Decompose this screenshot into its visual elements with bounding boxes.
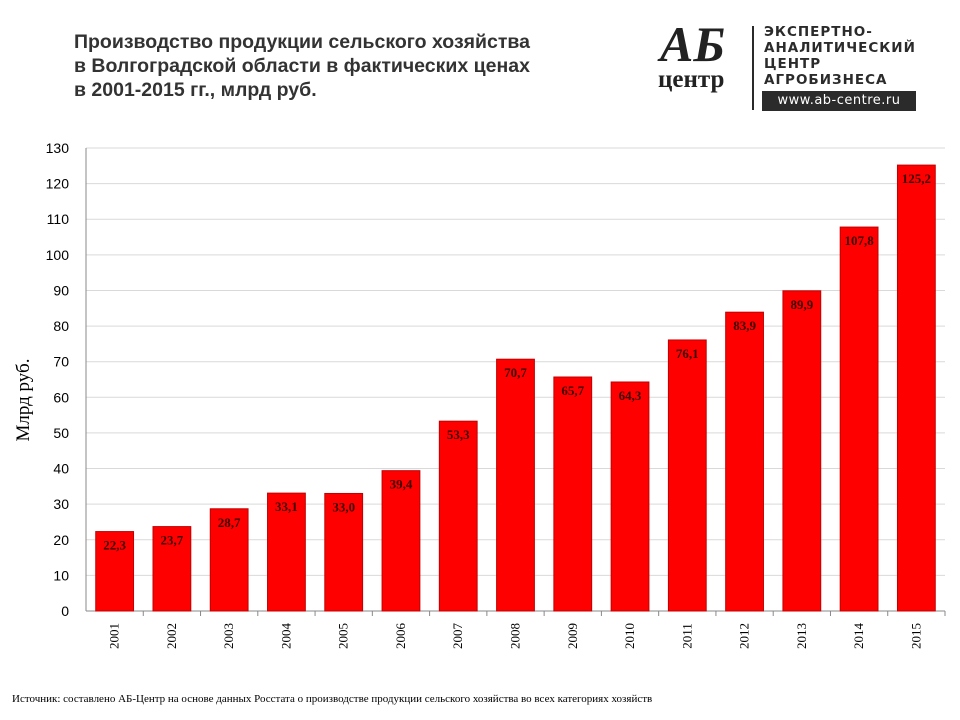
bar <box>324 492 364 612</box>
data-label: 39,4 <box>390 477 413 492</box>
x-tick-label: 2002 <box>164 623 179 649</box>
bar <box>553 376 593 612</box>
bar <box>725 311 764 612</box>
y-tick-label: 110 <box>47 211 70 227</box>
data-label: 33,0 <box>332 499 355 514</box>
x-tick-label: 2007 <box>450 623 465 650</box>
bar <box>896 164 936 612</box>
y-tick-label: 0 <box>61 603 69 619</box>
chart-title: Производство продукции сельского хозяйст… <box>74 30 614 102</box>
y-tick-label: 10 <box>53 567 69 583</box>
data-label: 23,7 <box>161 533 184 548</box>
logo-text-line-1: ЭКСПЕРТНО- <box>764 24 873 40</box>
x-tick-label: 2011 <box>679 623 694 649</box>
title-line-2: в Волгоградской области в фактических це… <box>74 55 530 77</box>
logo-text: ЭКСПЕРТНО- АНАЛИТИЧЕСКИЙ ЦЕНТР АГРОБИЗНЕ… <box>764 24 916 88</box>
x-tick-label: 2012 <box>737 623 752 649</box>
x-tick-label: 2004 <box>278 623 293 650</box>
y-tick-label: 90 <box>53 282 69 298</box>
source-note: Источник: составлено АБ-Центр на основе … <box>12 693 653 705</box>
bar <box>839 226 879 612</box>
x-tick-label: 2014 <box>851 623 866 650</box>
bar <box>381 470 421 612</box>
title-line-1: Производство продукции сельского хозяйст… <box>74 31 530 53</box>
bar <box>209 508 249 612</box>
x-tick-label: 2009 <box>565 623 580 649</box>
y-tick-label: 40 <box>53 461 69 477</box>
data-label: 83,9 <box>733 318 756 333</box>
logo-text-line-3: ЦЕНТР <box>764 56 822 72</box>
y-tick-label: 100 <box>46 247 70 263</box>
logo-text-line-2: АНАЛИТИЧЕСКИЙ <box>764 40 916 56</box>
y-tick-label: 80 <box>53 318 69 334</box>
bar <box>496 358 535 612</box>
bar <box>610 381 650 612</box>
logo-divider <box>752 26 754 110</box>
x-tick-label: 2010 <box>622 623 637 649</box>
x-tick-label: 2015 <box>908 623 923 649</box>
logo-mark-ab: АБ <box>660 16 726 72</box>
y-tick-label: 130 <box>46 140 70 156</box>
logo-text-line-4: АГРОБИЗНЕСА <box>764 72 888 88</box>
logo-mark: АБ центр <box>656 16 748 96</box>
ab-centre-logo: АБ центр ЭКСПЕРТНО- АНАЛИТИЧЕСКИЙ ЦЕНТР … <box>656 16 926 112</box>
bar <box>95 531 135 612</box>
y-tick-label: 30 <box>53 496 69 512</box>
data-label: 76,1 <box>676 346 699 361</box>
y-tick-label: 50 <box>53 425 69 441</box>
bar <box>438 420 478 612</box>
x-tick-label: 2013 <box>794 623 809 649</box>
x-tick-label: 2003 <box>221 623 236 649</box>
y-tick-label: 20 <box>53 532 69 548</box>
data-label: 22,3 <box>103 538 126 553</box>
bar <box>667 339 707 612</box>
data-label: 107,8 <box>844 233 874 248</box>
data-label: 89,9 <box>790 297 813 312</box>
bar <box>267 492 306 612</box>
bar <box>152 526 192 612</box>
data-label: 28,7 <box>218 515 241 530</box>
x-tick-label: 2008 <box>508 623 523 649</box>
data-label: 70,7 <box>504 365 527 380</box>
data-label: 53,3 <box>447 427 470 442</box>
x-tick-label: 2006 <box>393 623 408 650</box>
data-label: 33,1 <box>275 499 298 514</box>
logo-url: www.ab-centre.ru <box>762 91 916 111</box>
data-label: 64,3 <box>619 388 642 403</box>
y-tick-label: 70 <box>53 354 69 370</box>
y-tick-label: 120 <box>46 176 70 192</box>
x-tick-label: 2005 <box>336 623 351 649</box>
data-label: 65,7 <box>561 383 584 398</box>
data-label: 125,2 <box>902 171 931 186</box>
y-tick-label: 60 <box>53 389 69 405</box>
x-tick-label: 2001 <box>107 623 122 649</box>
title-line-3: в 2001-2015 гг., млрд руб. <box>74 79 317 101</box>
logo-mark-center: центр <box>658 66 725 93</box>
bar <box>782 290 822 612</box>
